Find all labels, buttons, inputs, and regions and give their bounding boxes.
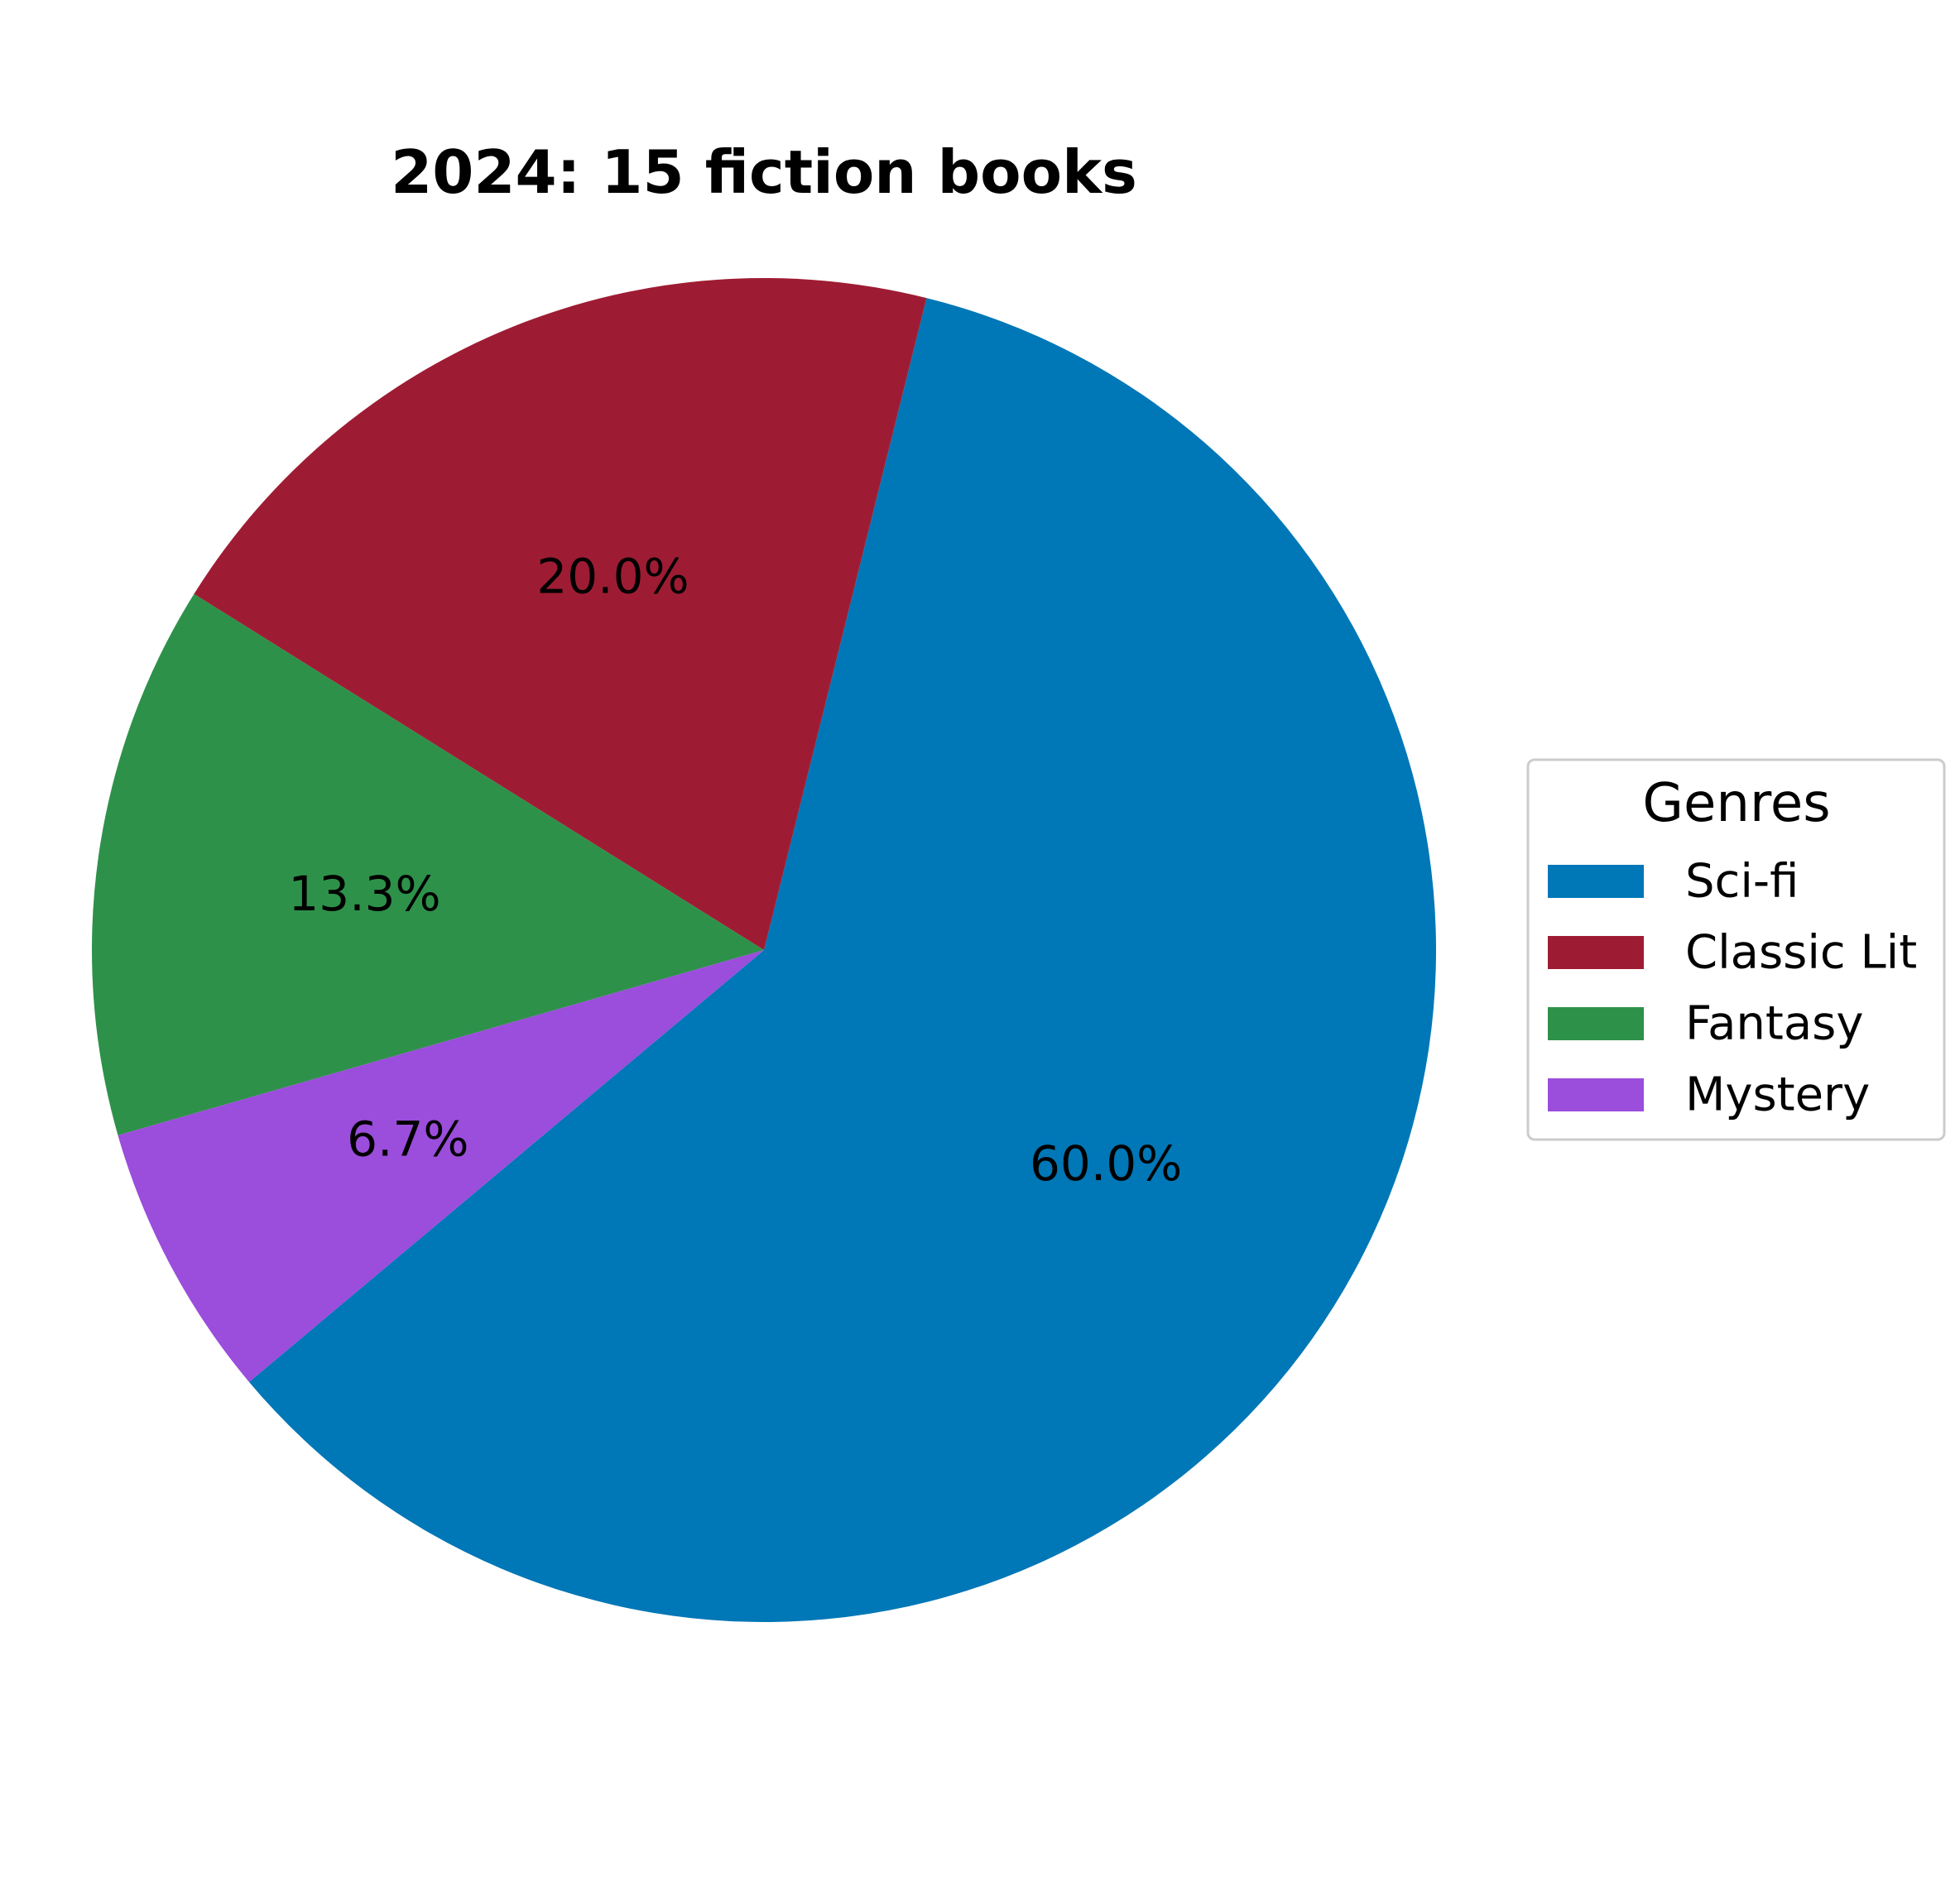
percent-label: 20.0%: [536, 548, 689, 604]
percent-label: 13.3%: [288, 866, 440, 922]
pie-slice-classic-lit: [194, 277, 927, 951]
percent-label: 60.0%: [1030, 1135, 1182, 1192]
percent-labels: 60.0% 20.0% 13.3% 6.7%: [288, 548, 1182, 1192]
legend-label: Fantasy: [1685, 997, 1863, 1051]
chart-title: 2024: 15 fiction books: [391, 137, 1137, 207]
legend-items: Sci-fi Classic Lit Fantasy Mystery: [1548, 855, 1917, 1122]
legend-frame: [1526, 758, 1946, 1141]
legend-swatch: [1548, 1007, 1644, 1040]
legend-swatch: [1548, 865, 1644, 898]
legend-swatch: [1548, 936, 1644, 969]
legend-swatch: [1548, 1078, 1644, 1111]
pie-slice-mystery: [118, 950, 764, 1382]
legend-label: Classic Lit: [1685, 926, 1917, 980]
pie-slice-sci-fi: [248, 298, 1437, 1623]
percent-label: 6.7%: [347, 1111, 468, 1168]
legend-label: Mystery: [1685, 1068, 1870, 1122]
pie-slices: [92, 277, 1437, 1623]
legend-title: Genres: [1642, 773, 1830, 834]
legend-label: Sci-fi: [1685, 855, 1799, 909]
pie-slice-fantasy: [92, 593, 764, 1135]
legend: Genres Sci-fi Classic Lit Fantasy Mystery: [1526, 758, 1946, 1141]
